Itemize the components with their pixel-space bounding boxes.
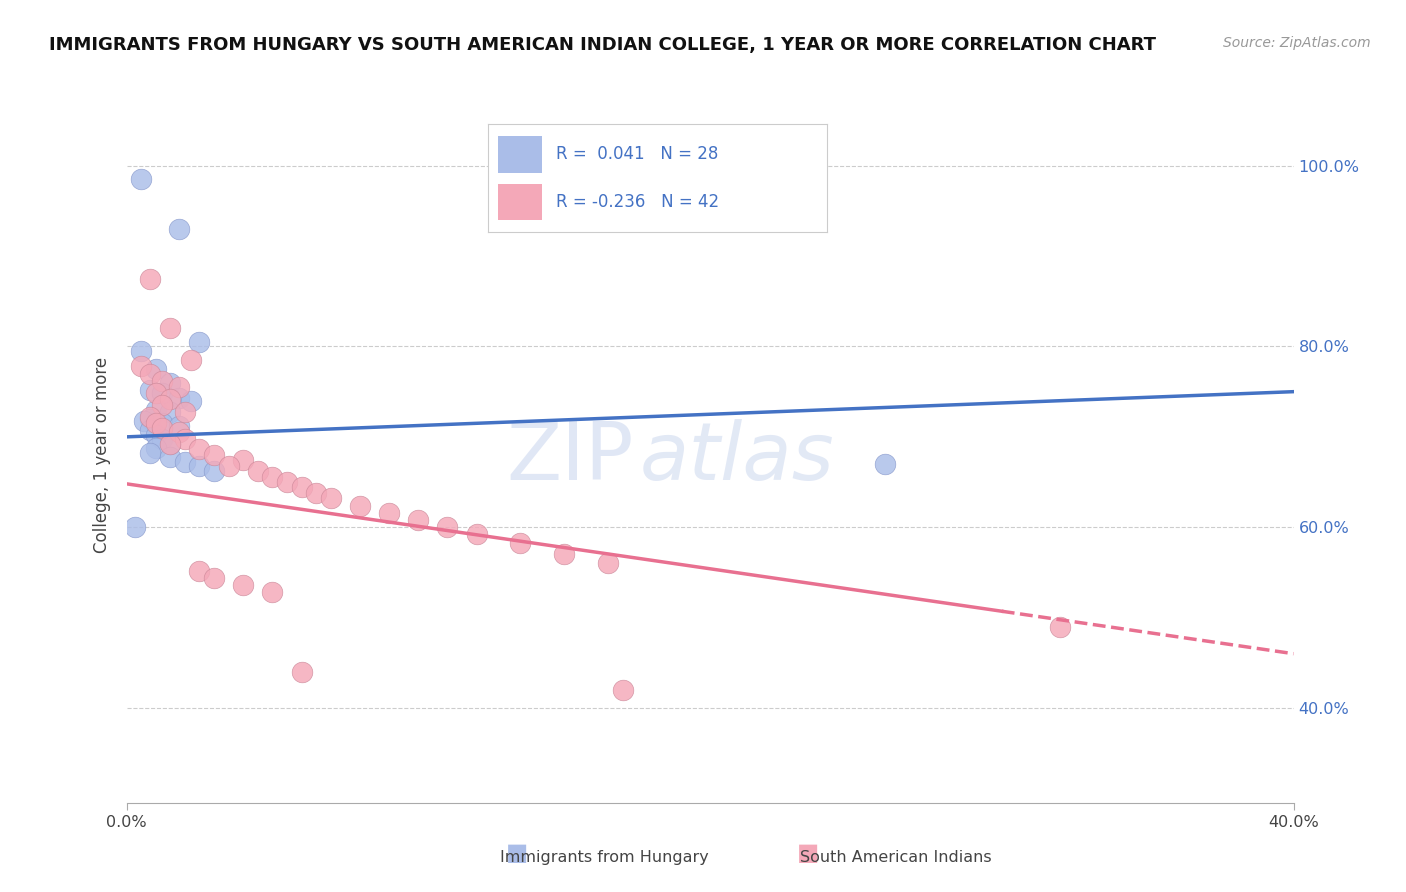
Point [159,437,181,451]
Point [612,682,634,697]
Point [188,334,211,349]
Point [276,475,298,489]
Point [167,419,190,434]
Point [139,411,162,425]
Y-axis label: College, 1 year or more: College, 1 year or more [93,357,111,553]
Point [378,506,401,520]
Point [290,480,312,494]
Point [150,374,173,388]
Text: atlas: atlas [640,419,835,498]
Point [436,520,458,534]
Point [159,392,181,406]
Point [139,446,162,460]
Text: ZIP: ZIP [506,419,634,498]
Point [188,458,211,473]
Point [290,665,312,679]
Point [150,421,173,435]
Point [1049,619,1071,633]
Point [129,172,152,186]
Point [174,404,197,418]
Point [167,425,190,440]
Point [553,547,575,561]
Point [132,414,155,428]
Point [319,491,342,506]
Point [145,402,167,417]
Point [159,321,181,335]
Point [232,453,254,467]
Point [188,442,211,457]
Point [218,458,240,473]
Point [167,380,190,394]
Point [305,486,328,500]
Point [246,464,269,478]
Point [145,386,167,401]
Point [167,222,190,236]
Text: Immigrants from Hungary: Immigrants from Hungary [501,850,709,865]
Point [150,432,173,446]
Point [139,271,162,285]
Point [349,499,371,513]
Point [202,571,225,585]
Text: Source: ZipAtlas.com: Source: ZipAtlas.com [1223,36,1371,50]
Point [139,367,162,381]
Point [262,469,284,483]
Point [159,437,181,451]
Text: ■: ■ [797,841,820,865]
Point [150,398,173,412]
Point [129,344,152,359]
Point [875,457,897,471]
Point [180,393,202,408]
Point [150,417,173,431]
Point [159,450,181,464]
Point [232,578,254,592]
Point [202,448,225,462]
Point [596,557,619,571]
Point [139,423,162,437]
Point [159,404,181,418]
Text: ■: ■ [506,841,529,865]
Point [202,464,225,478]
Point [174,432,197,446]
Point [465,527,488,541]
Point [145,362,167,376]
Point [159,376,181,390]
Point [188,564,211,578]
Point [129,359,152,374]
Point [145,417,167,431]
Point [139,383,162,397]
Point [145,428,167,442]
Point [124,520,146,534]
Point [408,513,430,527]
Text: South American Indians: South American Indians [800,850,991,865]
Point [509,536,531,550]
Point [174,455,197,469]
Text: IMMIGRANTS FROM HUNGARY VS SOUTH AMERICAN INDIAN COLLEGE, 1 YEAR OR MORE CORRELA: IMMIGRANTS FROM HUNGARY VS SOUTH AMERICA… [49,36,1156,54]
Point [145,441,167,455]
Point [139,409,162,424]
Point [150,386,173,401]
Point [180,353,202,368]
Point [167,391,190,405]
Point [262,585,284,599]
